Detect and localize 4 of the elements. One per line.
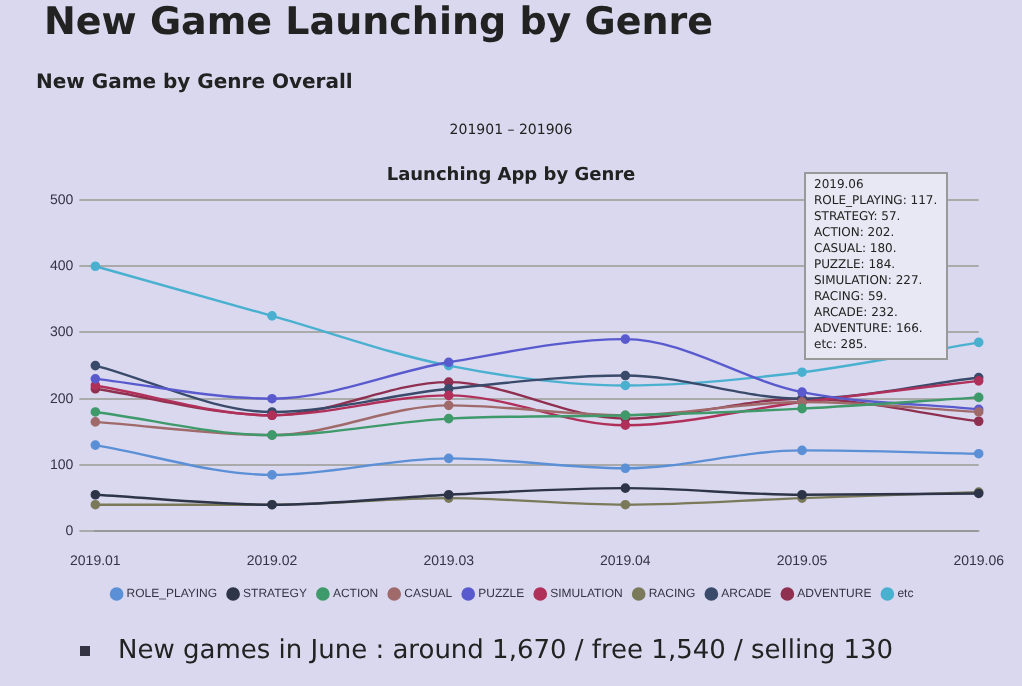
chart-title: New Game Launching by Genre xyxy=(44,0,714,44)
chart-subtitle: New Game by Genre Overall xyxy=(36,72,353,94)
text: Launching App by Genre xyxy=(386,166,636,186)
text: New games in June : around 1,670 / free 1,540 / selling 130 xyxy=(118,636,894,666)
